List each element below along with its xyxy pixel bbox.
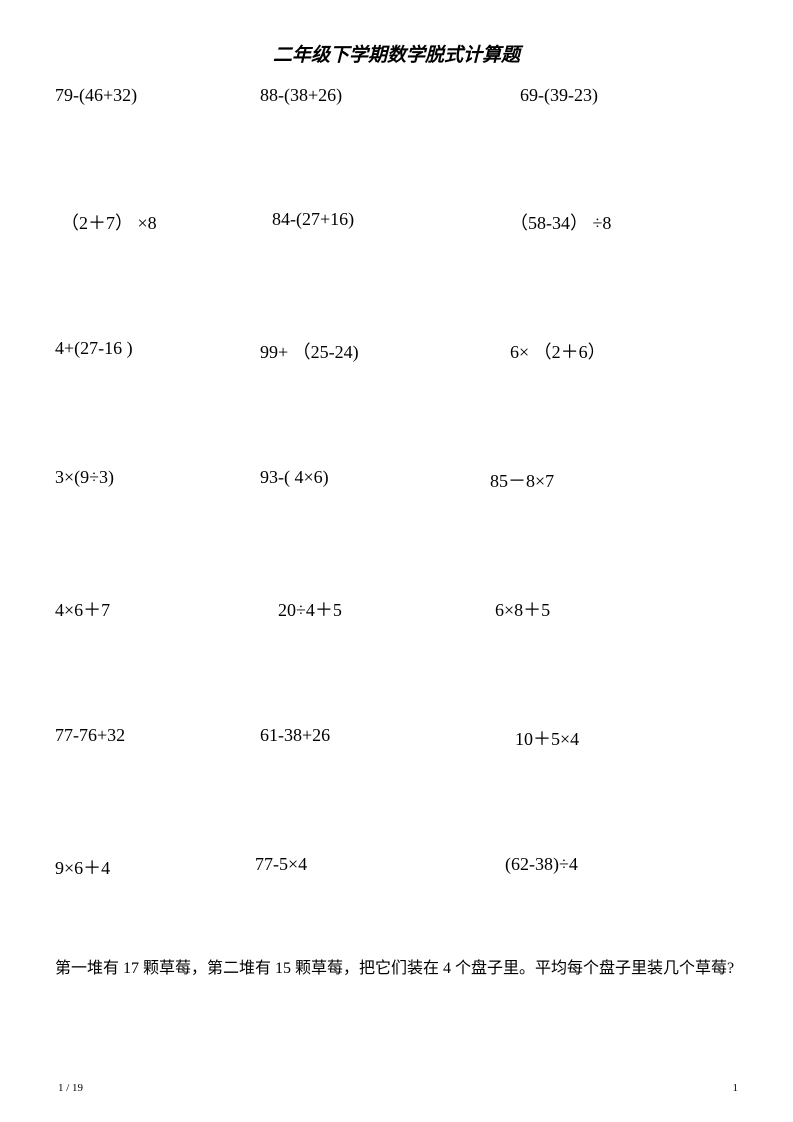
problem-cell: 84-(27+16) — [250, 209, 475, 235]
problem-cell: 4×6＋7 — [55, 596, 250, 622]
problem-cell: 6× （2＋6） — [475, 338, 675, 364]
problem-row: 4+(27-16 )99+ （25-24)6× （2＋6） — [55, 338, 738, 364]
problem-cell: (62-38)÷4 — [475, 854, 675, 880]
problem-cell: 85－8×7 — [475, 467, 675, 493]
problem-cell: （2＋7） ×8 — [55, 209, 250, 235]
problem-cell: 69-(39-23) — [475, 85, 675, 106]
word-problem: 第一堆有 17 颗草莓，第二堆有 15 颗草莓，把它们装在 4 个盘子里。平均每… — [55, 950, 738, 988]
footer-page-range: 1 / 19 — [58, 1082, 83, 1094]
footer-page-number: 1 — [733, 1082, 739, 1094]
problem-cell: 4+(27-16 ) — [55, 338, 250, 364]
problem-cell: 3×(9÷3) — [55, 467, 250, 493]
problem-row: （2＋7） ×884-(27+16)（58-34） ÷8 — [55, 209, 738, 235]
page-title: 二年级下学期数学脱式计算题 — [55, 40, 738, 67]
problem-cell: 20÷4＋5 — [250, 596, 475, 622]
problem-cell: 77-5×4 — [250, 854, 475, 880]
problem-cell: 93-( 4×6) — [250, 467, 475, 493]
problem-row: 3×(9÷3)93-( 4×6)85－8×7 — [55, 467, 738, 493]
problem-cell: 99+ （25-24) — [250, 338, 475, 364]
problem-row: 77-76+3261-38+2610＋5×4 — [55, 725, 738, 751]
problems-grid: 79-(46+32)88-(38+26)69-(39-23) （2＋7） ×884… — [55, 85, 738, 950]
problem-row: 4×6＋720÷4＋56×8＋5 — [55, 596, 738, 622]
problem-cell: 77-76+32 — [55, 725, 250, 751]
problem-cell: 6×8＋5 — [475, 596, 675, 622]
problem-cell: 88-(38+26) — [250, 85, 475, 106]
problem-cell: （58-34） ÷8 — [475, 209, 675, 235]
problem-cell: 79-(46+32) — [55, 85, 250, 106]
problem-row: 79-(46+32)88-(38+26)69-(39-23) — [55, 85, 738, 106]
problem-cell: 9×6＋4 — [55, 854, 250, 880]
problem-row: 9×6＋477-5×4(62-38)÷4 — [55, 854, 738, 880]
problem-cell: 10＋5×4 — [475, 725, 675, 751]
problem-cell: 61-38+26 — [250, 725, 475, 751]
